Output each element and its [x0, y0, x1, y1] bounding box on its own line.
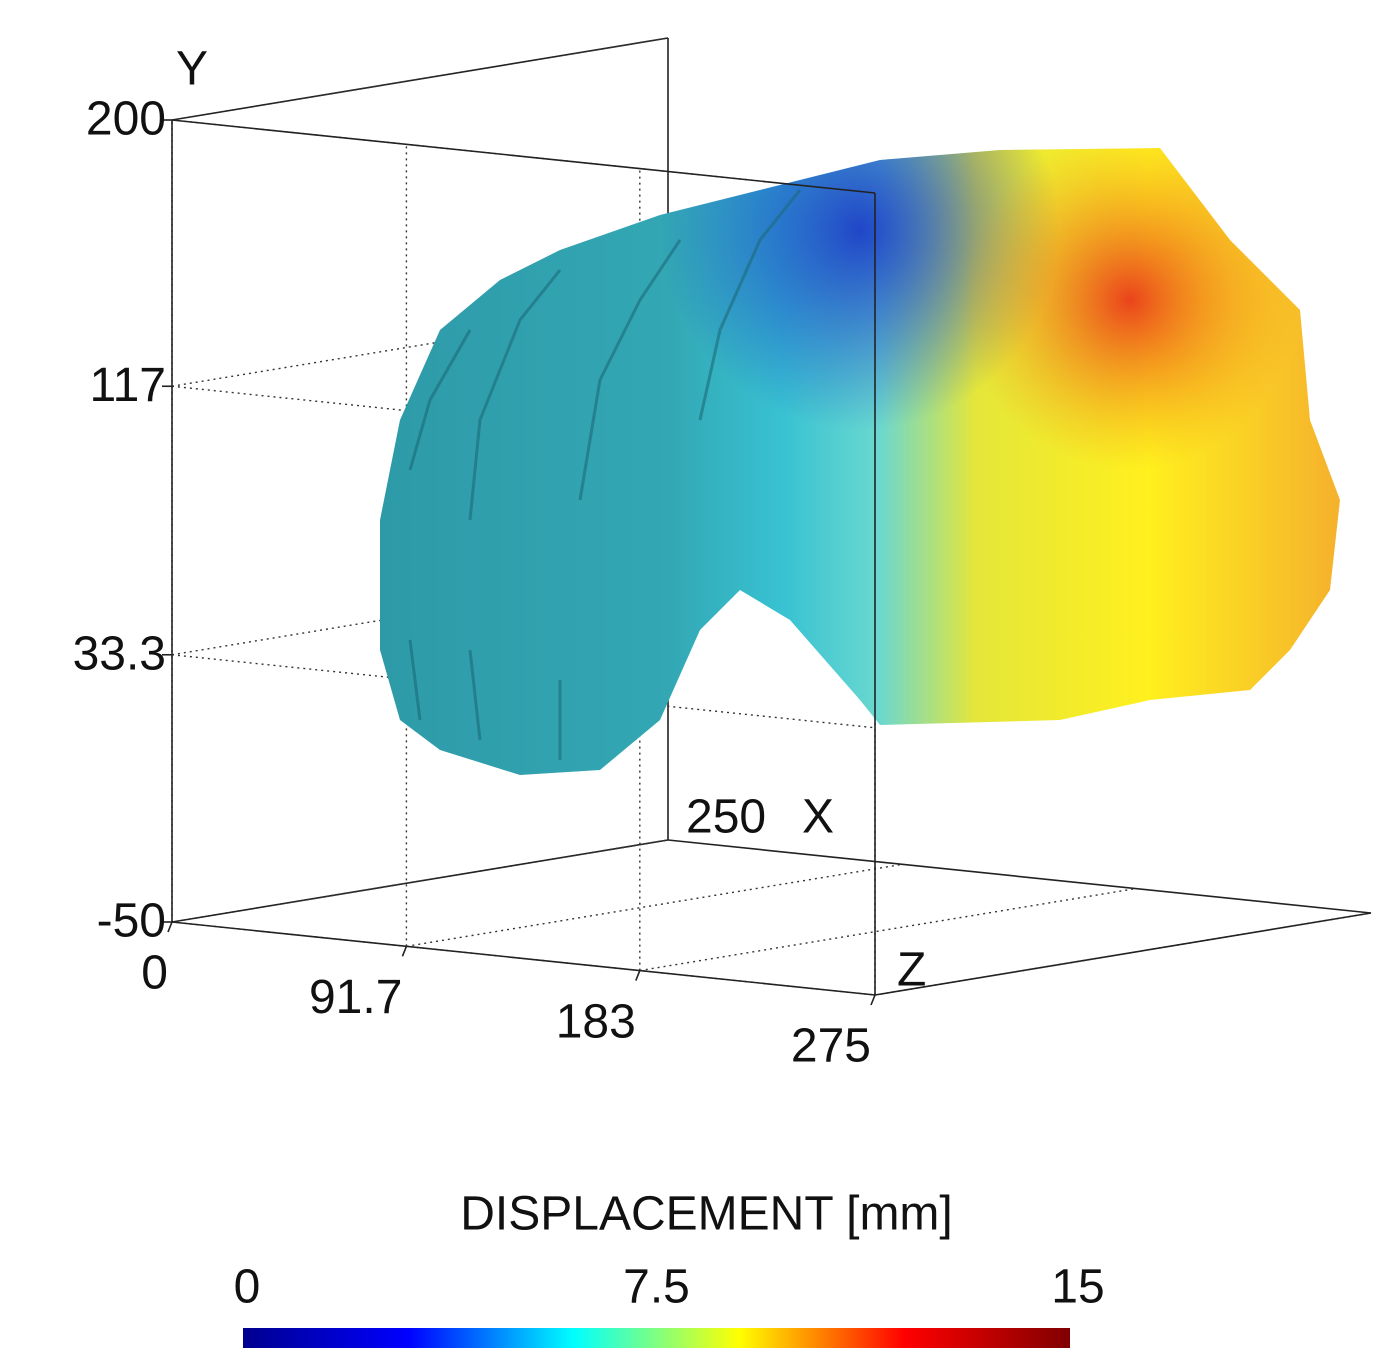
y-axis-label: Y [176, 43, 208, 96]
z-tick [402, 946, 406, 956]
colorbar-tick-label: 7.5 [623, 1261, 690, 1314]
z-tick-label: 0 [141, 947, 168, 1000]
box-edge [668, 840, 1371, 913]
grid-line [406, 864, 902, 946]
colorbar [243, 1328, 1070, 1348]
colorbar-tick-label: 0 [234, 1261, 261, 1314]
y-tick-label: 117 [89, 359, 166, 412]
z-tick-label: 275 [791, 1020, 871, 1073]
box-edge [172, 922, 875, 995]
z-tick-label: 183 [556, 995, 636, 1048]
x-axis-label: X [802, 791, 834, 844]
y-tick-label: -50 [97, 895, 166, 948]
z-tick [168, 922, 172, 932]
box-edge [875, 913, 1371, 995]
x-tick-label: 250 [686, 791, 766, 844]
z-tick-label: 91.7 [309, 971, 402, 1024]
y-tick-label: 200 [86, 93, 166, 146]
z-tick [871, 995, 875, 1005]
grid-line [640, 889, 1136, 971]
surface-shade-red [380, 148, 1340, 775]
z-axis-label: Z [897, 944, 926, 997]
colorbar-title: DISPLACEMENT [mm] [460, 1188, 953, 1241]
colorbar-tick-label: 15 [1051, 1261, 1104, 1314]
z-tick [636, 971, 640, 981]
y-tick-label: 33.3 [73, 627, 166, 680]
surface [380, 148, 1340, 775]
chart: -50 33.3 117 200 0 91.7 183 275 250 X Y Z DISPLACEME… [0, 0, 1385, 1348]
box-edge [172, 120, 875, 193]
